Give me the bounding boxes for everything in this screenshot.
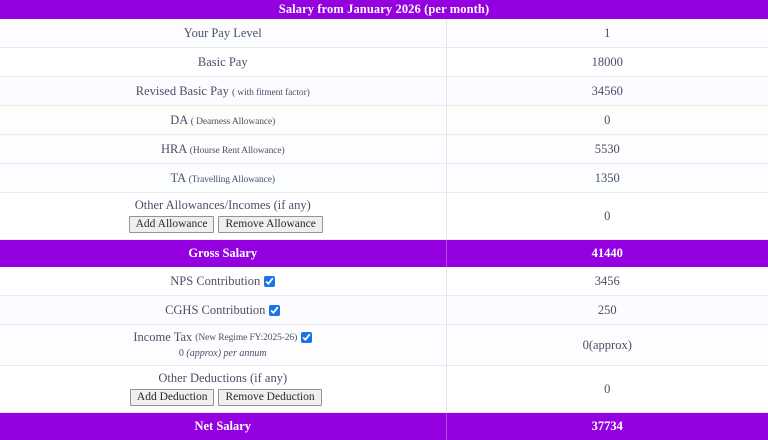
row-value-income-tax: 0(approx) (446, 325, 768, 366)
table-row-revised-basic-pay: Revised Basic Pay ( with fitment factor)… (0, 77, 768, 106)
table-row-hra: HRA (Hourse Rent Allowance) 5530 (0, 135, 768, 164)
row-value-other-allowances: 0 (446, 193, 768, 240)
remove-deduction-button[interactable]: Remove Deduction (218, 389, 321, 406)
income-tax-label: Income Tax (133, 330, 192, 345)
row-label-sub: (Hourse Rent Allowance) (190, 146, 285, 156)
row-value-da: 0 (446, 106, 768, 135)
table-row-cghs: CGHS Contribution 250 (0, 296, 768, 325)
table-row-other-deductions: Other Deductions (if any) Add Deduction … (0, 366, 768, 413)
row-label-sub: (Travelling Allowance) (189, 175, 275, 185)
row-label-sub: ( Dearness Allowance) (191, 117, 275, 127)
cghs-label: CGHS Contribution (165, 303, 265, 318)
row-label-hra: HRA (Hourse Rent Allowance) (0, 135, 446, 164)
income-tax-checkbox[interactable] (301, 332, 312, 343)
other-deductions-label: Other Deductions (if any) (158, 371, 287, 386)
net-salary-label: Net Salary (0, 413, 446, 440)
row-label-text: DA (170, 113, 187, 127)
net-salary-value: 37734 (446, 413, 768, 440)
row-label-other-deductions: Other Deductions (if any) Add Deduction … (0, 366, 446, 413)
income-tax-note-amount: 0 (179, 348, 184, 359)
other-allowances-label: Other Allowances/Incomes (if any) (135, 198, 311, 213)
row-value-revised-basic-pay: 34560 (446, 77, 768, 106)
row-label-nps: NPS Contribution (0, 267, 446, 296)
table-row-pay-level: Your Pay Level 1 (0, 19, 768, 48)
row-label-other-allowances: Other Allowances/Incomes (if any) Add Al… (0, 193, 446, 240)
row-label-sub: ( with fitment factor) (232, 88, 310, 98)
table-title-row: Salary from January 2026 (per month) (0, 0, 768, 19)
row-value-cghs: 250 (446, 296, 768, 325)
row-label-da: DA ( Dearness Allowance) (0, 106, 446, 135)
nps-label: NPS Contribution (170, 274, 260, 289)
row-label-revised-basic-pay: Revised Basic Pay ( with fitment factor) (0, 77, 446, 106)
income-tax-note: 0 (approx) per annum (179, 348, 267, 359)
table-row-basic-pay: Basic Pay 18000 (0, 48, 768, 77)
row-label-ta: TA (Travelling Allowance) (0, 164, 446, 193)
row-value-nps: 3456 (446, 267, 768, 296)
gross-salary-label: Gross Salary (0, 240, 446, 268)
add-deduction-button[interactable]: Add Deduction (130, 389, 215, 406)
row-label-text: Revised Basic Pay (136, 84, 229, 98)
table-row-nps: NPS Contribution 3456 (0, 267, 768, 296)
cghs-checkbox[interactable] (269, 305, 280, 316)
row-value-pay-level: 1 (446, 19, 768, 48)
gross-salary-value: 41440 (446, 240, 768, 268)
remove-allowance-button[interactable]: Remove Allowance (218, 216, 322, 233)
table-row-other-allowances: Other Allowances/Incomes (if any) Add Al… (0, 193, 768, 240)
nps-checkbox[interactable] (264, 276, 275, 287)
row-label-text: HRA (161, 142, 187, 156)
income-tax-note-text: (approx) per annum (186, 348, 266, 359)
add-allowance-button[interactable]: Add Allowance (129, 216, 215, 233)
table-row-ta: TA (Travelling Allowance) 1350 (0, 164, 768, 193)
row-label-basic-pay: Basic Pay (0, 48, 446, 77)
table-row-da: DA ( Dearness Allowance) 0 (0, 106, 768, 135)
row-value-other-deductions: 0 (446, 366, 768, 413)
row-label-income-tax: Income Tax (New Regime FY:2025-26) 0 (ap… (0, 325, 446, 366)
row-label-text: TA (171, 171, 186, 185)
table-row-net-salary: Net Salary 37734 (0, 413, 768, 440)
row-value-basic-pay: 18000 (446, 48, 768, 77)
row-label-cghs: CGHS Contribution (0, 296, 446, 325)
table-row-income-tax: Income Tax (New Regime FY:2025-26) 0 (ap… (0, 325, 768, 366)
page-title: Salary from January 2026 (per month) (0, 0, 768, 19)
row-value-ta: 1350 (446, 164, 768, 193)
row-label-pay-level: Your Pay Level (0, 19, 446, 48)
table-row-gross-salary: Gross Salary 41440 (0, 240, 768, 268)
row-value-hra: 5530 (446, 135, 768, 164)
income-tax-sub: (New Regime FY:2025-26) (195, 333, 297, 343)
